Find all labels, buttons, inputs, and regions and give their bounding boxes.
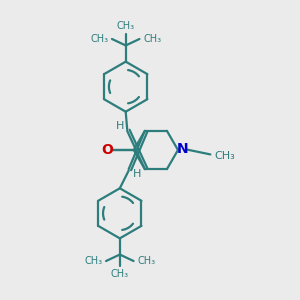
Text: CH₃: CH₃ [84, 256, 103, 266]
Text: CH₃: CH₃ [215, 151, 236, 161]
Text: H: H [133, 169, 142, 178]
Text: O: O [101, 143, 113, 157]
Text: CH₃: CH₃ [137, 256, 155, 266]
Text: CH₃: CH₃ [111, 269, 129, 279]
Text: CH₃: CH₃ [143, 34, 161, 44]
Text: CH₃: CH₃ [90, 34, 108, 44]
Text: H: H [116, 122, 124, 131]
Text: CH₃: CH₃ [117, 21, 135, 31]
Text: N: N [177, 142, 188, 155]
